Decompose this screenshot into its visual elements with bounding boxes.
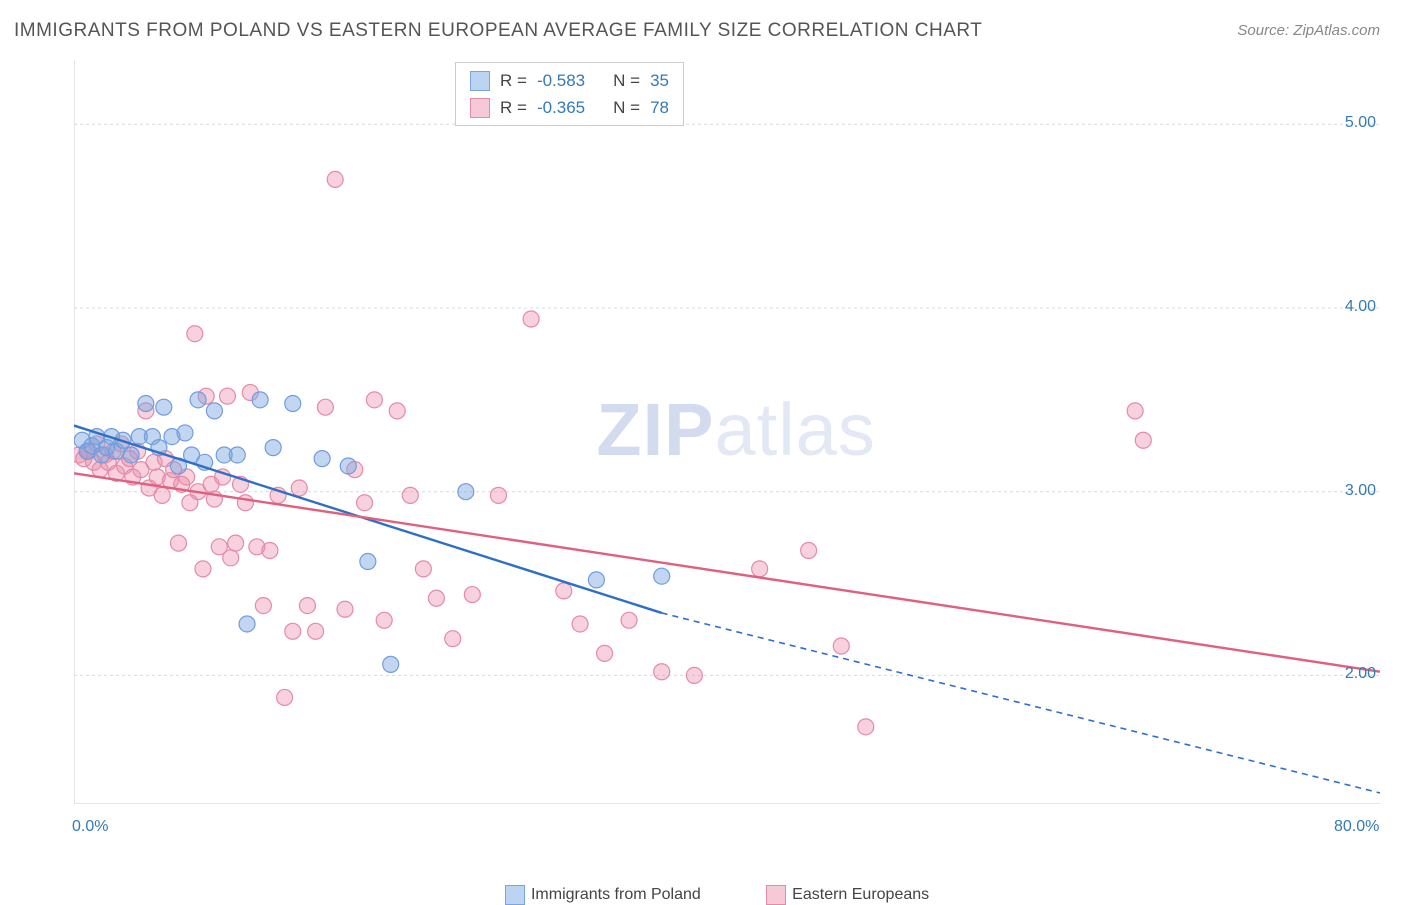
legend-item-poland: Immigrants from Poland	[505, 885, 701, 905]
chart-title: IMMIGRANTS FROM POLAND VS EASTERN EUROPE…	[14, 20, 982, 42]
source-link[interactable]: ZipAtlas.com	[1293, 22, 1380, 39]
x-axis-max-label: 80.0%	[1334, 818, 1379, 836]
stats-swatch-poland	[470, 71, 490, 91]
x-axis-min-label: 0.0%	[72, 818, 108, 836]
n-label-poland: N =	[613, 67, 640, 94]
scatter-plot	[74, 60, 1380, 804]
y-tick-label: 5.00	[1345, 114, 1376, 132]
legend-swatch-poland	[505, 885, 525, 905]
r-value-eastern: -0.365	[537, 94, 585, 121]
r-label-eastern: R =	[500, 94, 527, 121]
n-value-poland: 35	[650, 67, 669, 94]
legend-swatch-eastern	[766, 885, 786, 905]
y-tick-label: 4.00	[1345, 298, 1376, 316]
r-value-poland: -0.583	[537, 67, 585, 94]
stats-legend: R = -0.583 N = 35 R = -0.365 N = 78	[455, 62, 684, 126]
legend-label-eastern: Eastern Europeans	[792, 886, 929, 904]
stats-row-eastern: R = -0.365 N = 78	[470, 94, 669, 121]
stats-swatch-eastern	[470, 98, 490, 118]
y-tick-label: 3.00	[1345, 482, 1376, 500]
n-label-eastern: N =	[613, 94, 640, 121]
legend-label-poland: Immigrants from Poland	[531, 886, 701, 904]
stats-row-poland: R = -0.583 N = 35	[470, 67, 669, 94]
legend-item-eastern: Eastern Europeans	[766, 885, 929, 905]
source-prefix: Source:	[1237, 22, 1293, 39]
y-tick-label: 2.00	[1345, 665, 1376, 683]
r-label-poland: R =	[500, 67, 527, 94]
chart-area: Average Family Size ZIPatlas 2.003.004.0…	[50, 60, 1380, 830]
source-attribution: Source: ZipAtlas.com	[1237, 22, 1380, 39]
n-value-eastern: 78	[650, 94, 669, 121]
